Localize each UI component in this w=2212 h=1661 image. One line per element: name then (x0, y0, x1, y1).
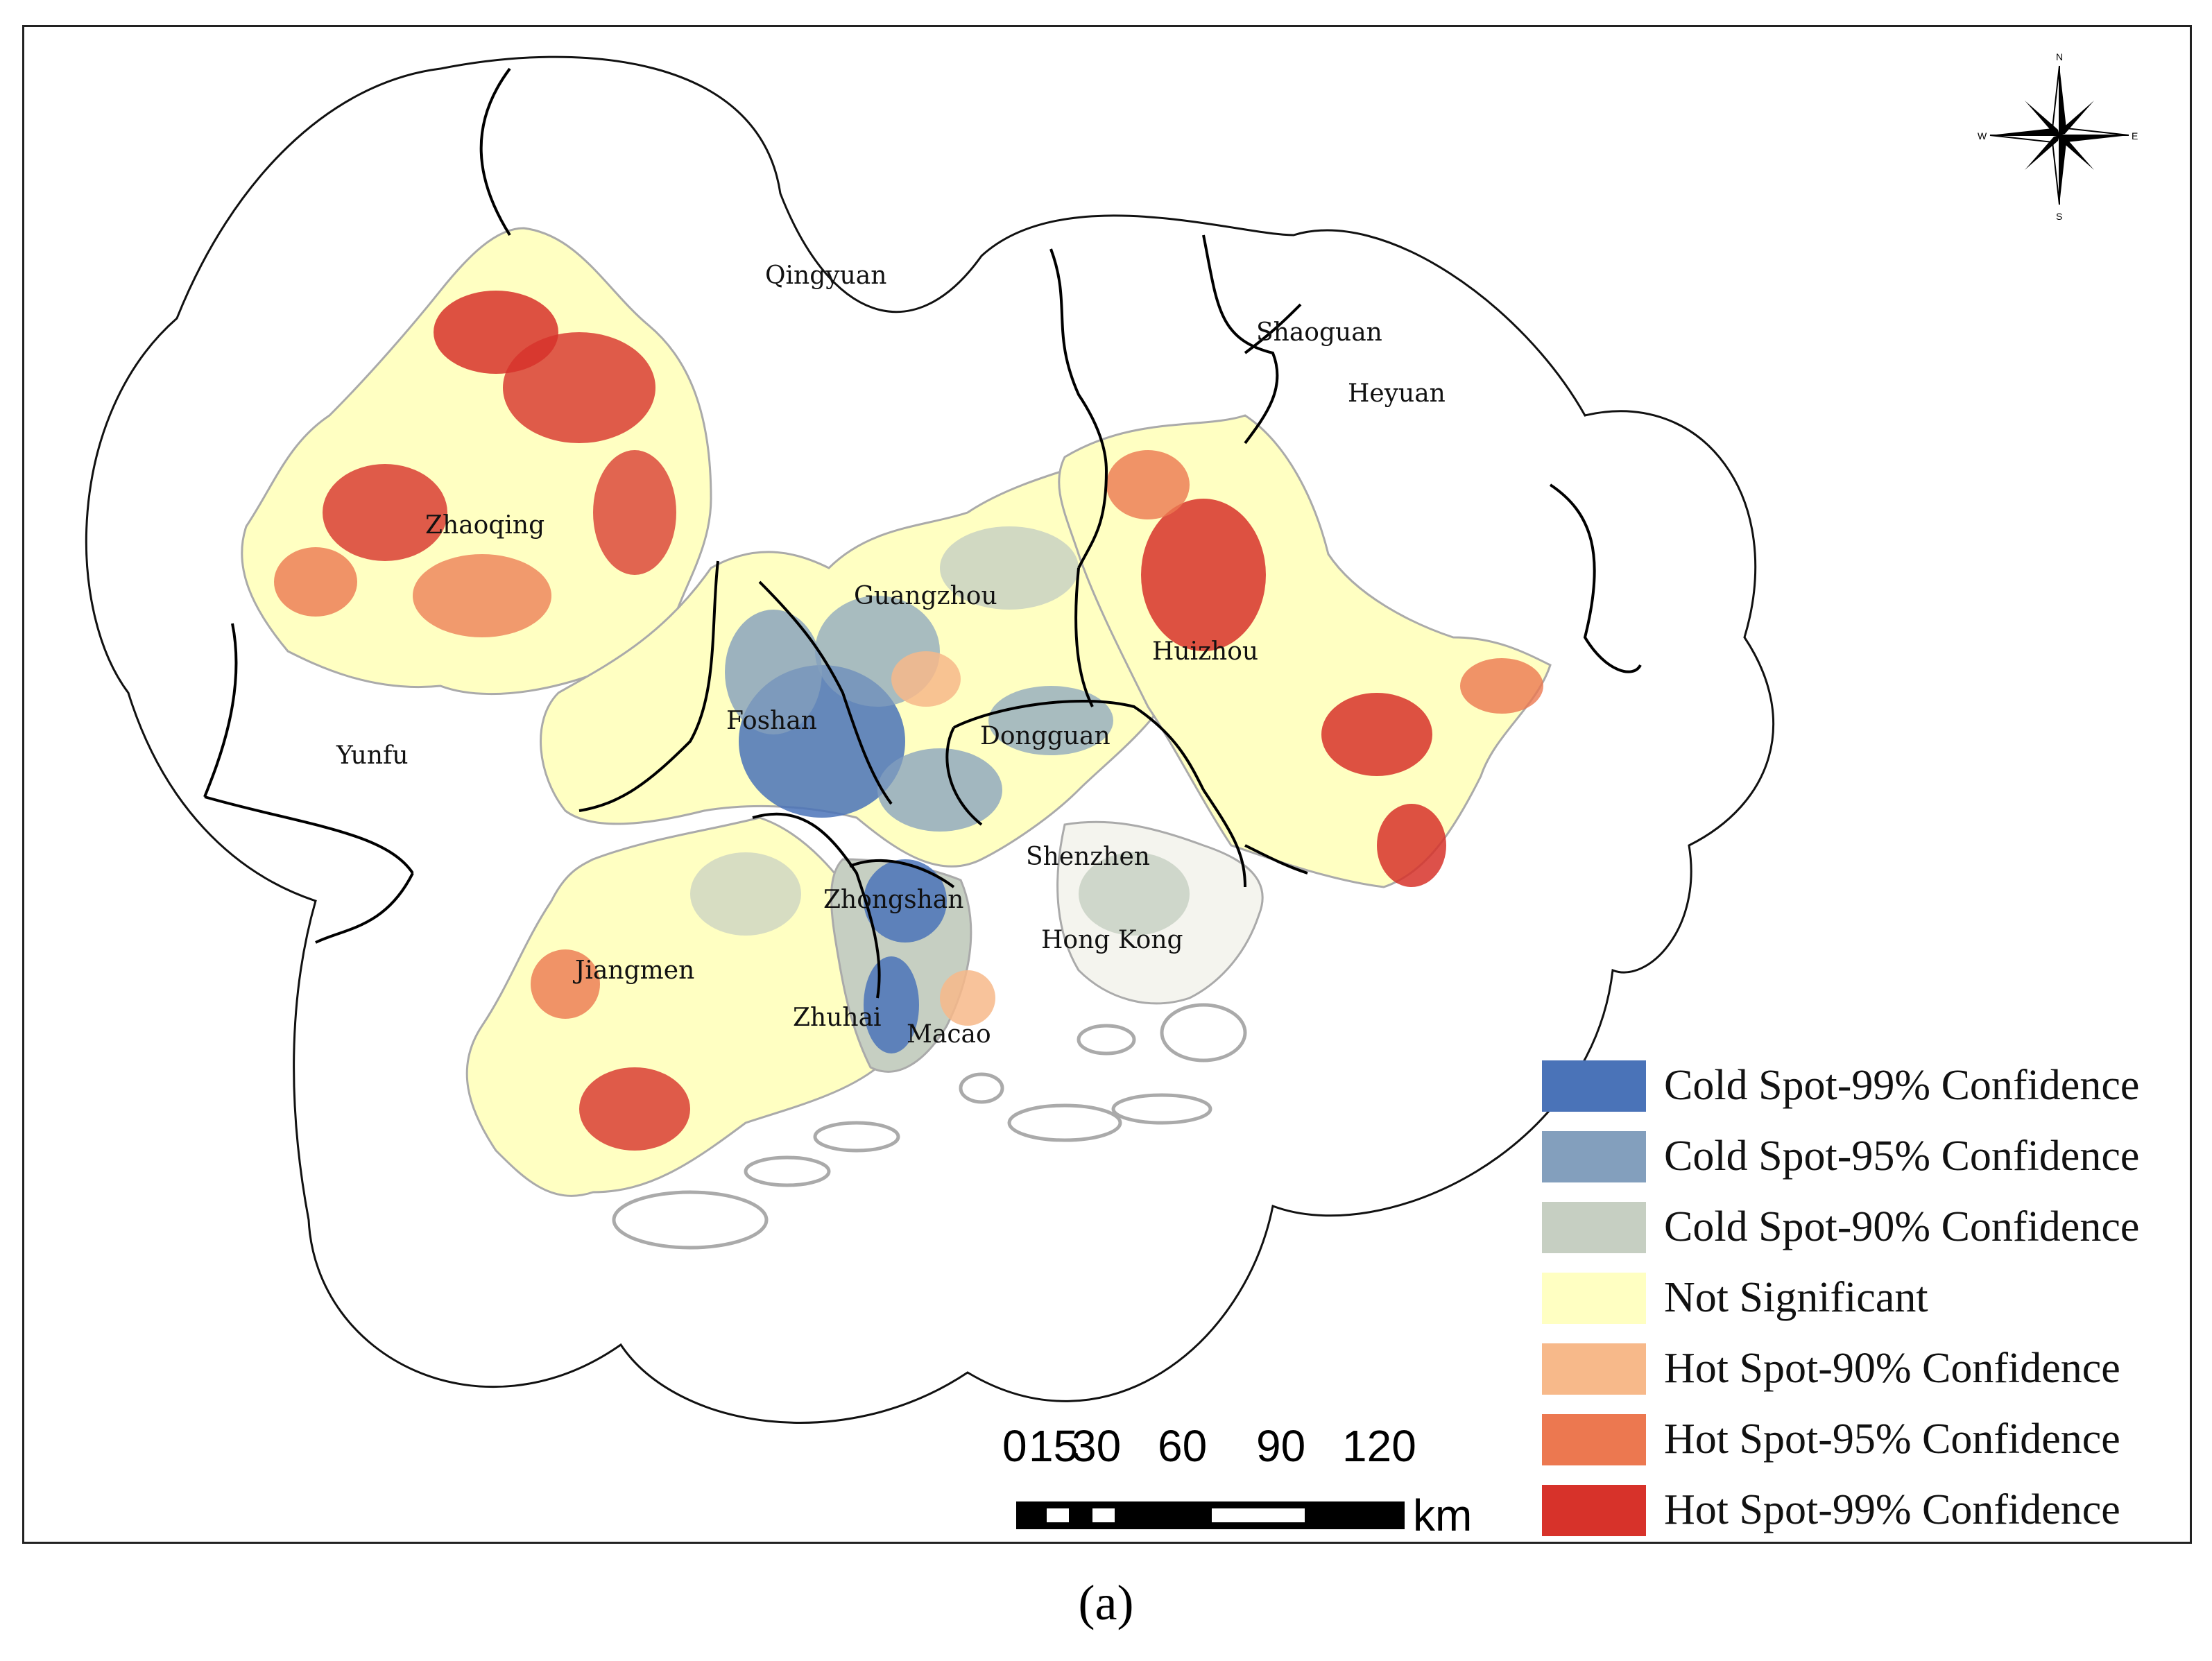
city-label-macao: Macao (907, 1020, 991, 1049)
city-label-hong-kong: Hong Kong (1041, 926, 1183, 954)
city-label-jiangmen: Jiangmen (572, 956, 694, 985)
legend-swatch-2 (1542, 1202, 1646, 1253)
scale-tick-30: 30 (1072, 1421, 1121, 1471)
legend-label-1: Cold Spot-95% Confidence (1664, 1133, 2139, 1180)
compass-e: E (2132, 130, 2138, 141)
admin-boundaries (203, 67, 1642, 999)
legend-swatch-5 (1542, 1414, 1646, 1465)
compass-rose-icon: N S E W (1978, 51, 2138, 222)
city-label-zhuhai: Zhuhai (793, 1004, 882, 1032)
city-label-zhaoqing: Zhaoqing (425, 511, 545, 540)
city-label-zhongshan: Zhongshan (823, 886, 963, 914)
figure-caption: (a) (1078, 1575, 1134, 1630)
legend-label-6: Hot Spot-99% Confidence (1664, 1486, 2120, 1533)
scale-tick-120: 120 (1342, 1421, 1416, 1471)
scale-tick-90: 90 (1256, 1421, 1305, 1471)
city-label-foshan: Foshan (726, 707, 817, 735)
map-frame: Qingyuan Shaoguan Heyuan Zhaoqing Guangz… (22, 25, 2192, 1544)
compass-w: W (1978, 130, 1987, 141)
city-label-shenzhen: Shenzhen (1026, 843, 1150, 871)
legend-swatch-3 (1542, 1273, 1646, 1324)
legend-label-4: Hot Spot-90% Confidence (1664, 1345, 2120, 1392)
city-label-yunfu: Yunfu (336, 741, 409, 770)
compass-s: S (2056, 211, 2062, 222)
compass-n: N (2056, 51, 2063, 62)
legend-label-0: Cold Spot-99% Confidence (1664, 1062, 2139, 1109)
cold-spot-clusters (690, 526, 1190, 1053)
legend: Cold Spot-99% Confidence Cold Spot-95% C… (1542, 1060, 2139, 1536)
city-label-shaoguan: Shaoguan (1256, 318, 1382, 347)
legend-swatch-0 (1542, 1060, 1646, 1112)
legend-label-5: Hot Spot-95% Confidence (1664, 1415, 2120, 1463)
city-label-qingyuan: Qingyuan (765, 261, 886, 290)
coastal-islands (612, 1003, 1247, 1250)
hot-spot-clusters (274, 291, 1543, 1151)
scale-unit: km (1413, 1490, 1472, 1540)
legend-label-3: Not Significant (1664, 1274, 1928, 1321)
scale-tick-60: 60 (1158, 1421, 1207, 1471)
city-label-dongguan: Dongguan (980, 722, 1111, 750)
map-canvas: Qingyuan Shaoguan Heyuan Zhaoqing Guangz… (85, 51, 2139, 1540)
city-label-guangzhou: Guangzhou (854, 582, 997, 610)
city-label-huizhou: Huizhou (1152, 637, 1258, 666)
city-label-heyuan: Heyuan (1348, 379, 1446, 408)
legend-swatch-1 (1542, 1131, 1646, 1182)
legend-swatch-4 (1542, 1343, 1646, 1395)
scale-bar: 0 15 30 60 90 120 km (1002, 1421, 1472, 1540)
legend-swatch-6 (1542, 1485, 1646, 1536)
scale-tick-0: 0 (1002, 1421, 1027, 1471)
scale-tick-15: 15 (1029, 1421, 1078, 1471)
legend-label-2: Cold Spot-90% Confidence (1664, 1203, 2139, 1250)
